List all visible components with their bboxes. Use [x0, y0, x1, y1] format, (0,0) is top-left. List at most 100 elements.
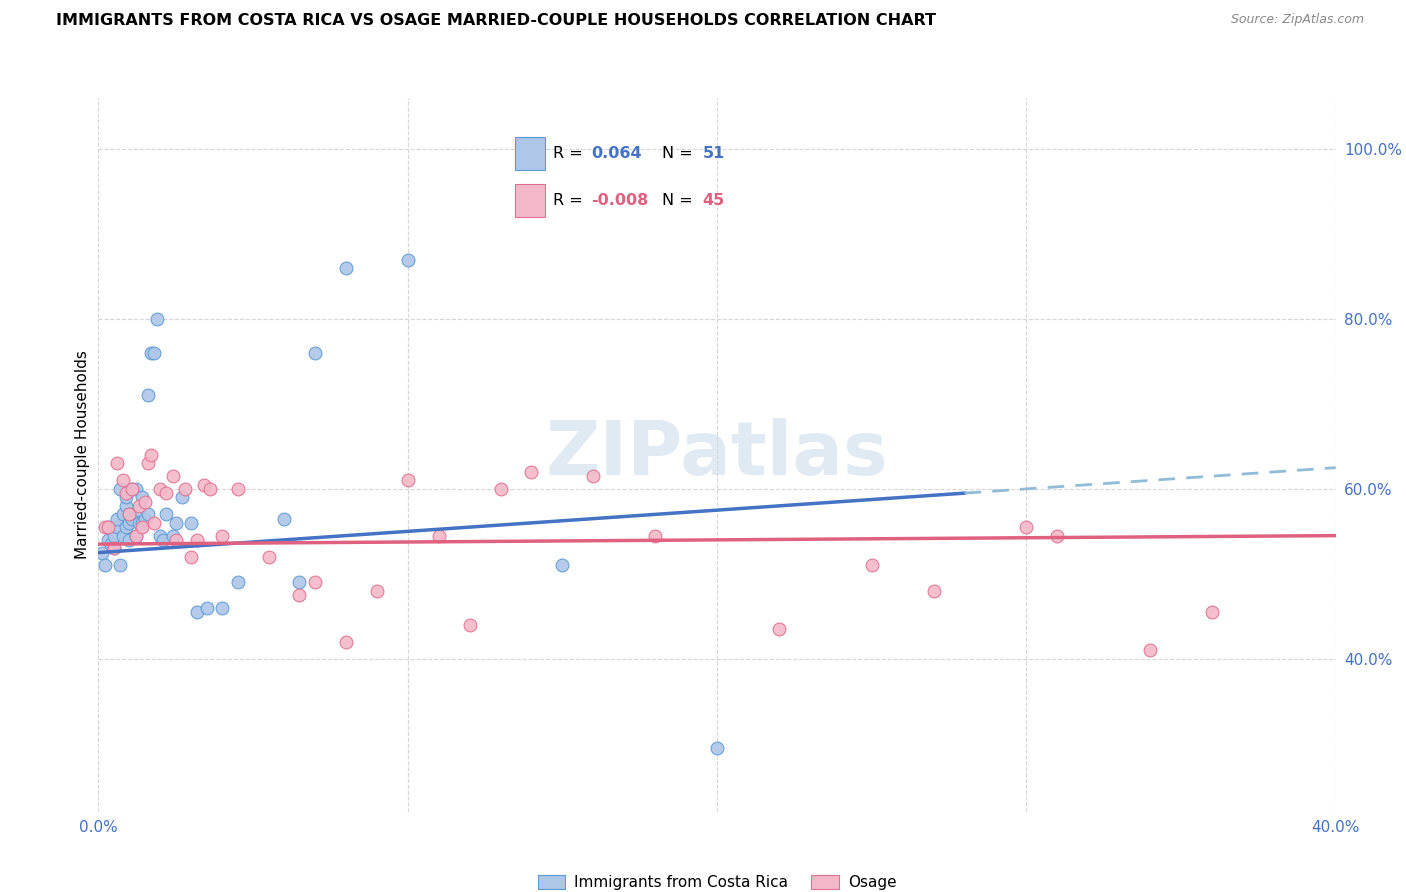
Point: [115, 491, 138, 505]
Point: [582, 469, 605, 483]
Point: [860, 558, 883, 573]
Point: [273, 511, 295, 525]
Point: [143, 346, 166, 360]
Text: N =: N =: [662, 145, 697, 161]
Point: [226, 575, 249, 590]
Point: [136, 457, 159, 471]
Point: [644, 528, 666, 542]
Point: [118, 508, 141, 522]
Point: [149, 528, 172, 542]
Point: [134, 494, 156, 508]
Point: [128, 499, 150, 513]
Point: [257, 549, 280, 564]
Point: [1139, 643, 1161, 657]
Point: [136, 388, 159, 402]
Point: [134, 511, 156, 525]
Point: [103, 528, 125, 542]
Point: [136, 508, 159, 522]
Point: [112, 528, 135, 542]
Point: [131, 520, 153, 534]
Point: [103, 541, 125, 556]
Point: [97, 520, 120, 534]
Point: [128, 503, 150, 517]
Point: [90, 546, 112, 560]
Point: [211, 528, 233, 542]
Legend: Immigrants from Costa Rica, Osage: Immigrants from Costa Rica, Osage: [531, 870, 903, 892]
Text: 0.064: 0.064: [591, 145, 641, 161]
Point: [186, 605, 208, 619]
Point: [1046, 528, 1069, 542]
Point: [288, 575, 311, 590]
Point: [520, 465, 543, 479]
Bar: [515, 136, 546, 169]
Point: [706, 741, 728, 756]
Point: [458, 617, 481, 632]
Point: [112, 474, 135, 488]
Point: [100, 537, 122, 551]
Point: [174, 482, 197, 496]
Point: [304, 575, 326, 590]
Point: [146, 312, 169, 326]
Point: [366, 583, 388, 598]
Point: [149, 482, 172, 496]
Point: [139, 448, 162, 462]
Point: [288, 588, 311, 602]
Point: [105, 511, 128, 525]
Bar: [515, 184, 546, 217]
Point: [180, 516, 202, 530]
Point: [121, 482, 143, 496]
Point: [396, 474, 419, 488]
Point: [103, 541, 125, 556]
Point: [115, 486, 138, 500]
Point: [124, 482, 146, 496]
Point: [922, 583, 945, 598]
Point: [97, 520, 120, 534]
Point: [143, 516, 166, 530]
Point: [124, 528, 146, 542]
Point: [193, 477, 215, 491]
Text: IMMIGRANTS FROM COSTA RICA VS OSAGE MARRIED-COUPLE HOUSEHOLDS CORRELATION CHART: IMMIGRANTS FROM COSTA RICA VS OSAGE MARR…: [56, 13, 936, 29]
Point: [105, 520, 128, 534]
Text: R =: R =: [553, 193, 588, 208]
Point: [162, 469, 184, 483]
Point: [198, 482, 221, 496]
Point: [139, 346, 162, 360]
Point: [165, 516, 187, 530]
Point: [118, 508, 141, 522]
Text: N =: N =: [662, 193, 697, 208]
Point: [226, 482, 249, 496]
Point: [115, 520, 138, 534]
Point: [155, 486, 177, 500]
Point: [128, 516, 150, 530]
Point: [152, 533, 174, 547]
Point: [551, 558, 574, 573]
Point: [489, 482, 512, 496]
Point: [396, 252, 419, 267]
Y-axis label: Married-couple Households: Married-couple Households: [75, 351, 90, 559]
Point: [335, 635, 357, 649]
Point: [131, 516, 153, 530]
Point: [108, 482, 131, 496]
Point: [93, 520, 115, 534]
Text: 51: 51: [703, 145, 725, 161]
Point: [195, 600, 218, 615]
Point: [1015, 520, 1038, 534]
Point: [335, 260, 357, 275]
Point: [115, 499, 138, 513]
Point: [118, 533, 141, 547]
Point: [186, 533, 208, 547]
Point: [170, 491, 193, 505]
Text: -0.008: -0.008: [591, 193, 648, 208]
Point: [1201, 605, 1223, 619]
Point: [165, 533, 187, 547]
Point: [108, 558, 131, 573]
Point: [121, 482, 143, 496]
Point: [121, 511, 143, 525]
Point: [93, 558, 115, 573]
Point: [427, 528, 450, 542]
Point: [118, 516, 141, 530]
Point: [768, 622, 790, 636]
Text: R =: R =: [553, 145, 588, 161]
Point: [155, 508, 177, 522]
Point: [112, 508, 135, 522]
